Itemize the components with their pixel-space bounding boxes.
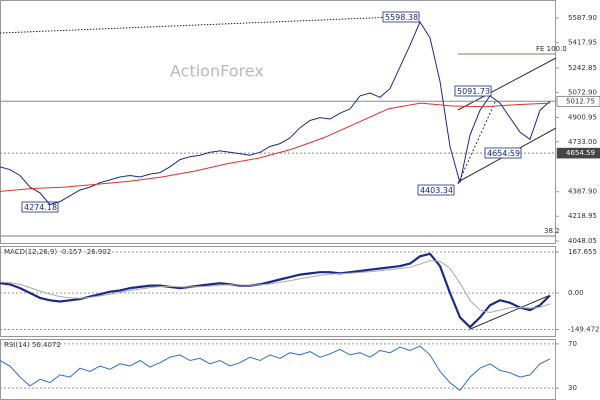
annotation: 4274.18 [24, 203, 57, 212]
y-tick-label: 4900.95 [568, 113, 597, 121]
annotation: 4403.34 [420, 186, 453, 195]
watermark: ActionForex [170, 62, 264, 81]
price-label: 4654.59 [566, 149, 595, 157]
y-tick-label: 5587.90 [568, 14, 597, 22]
annotation-box [454, 85, 492, 97]
y-tick-label: -149.472 [568, 326, 599, 334]
y-tick-label: 5242.85 [568, 64, 597, 72]
y-tick-label: 70 [568, 340, 577, 348]
y-tick-label: 4048.05 [568, 237, 597, 245]
annotation: 5091.73 [457, 87, 490, 96]
price-box [556, 147, 600, 159]
price-box [556, 95, 600, 107]
annotation: FE 100.0 [536, 45, 567, 53]
annotation-box [417, 184, 455, 196]
annotation: 38.2 [544, 227, 560, 235]
macd-panel [0, 246, 556, 337]
channel-line [457, 57, 557, 111]
y-tick-label: 30 [568, 384, 577, 392]
y-tick-label: 4218.95 [568, 212, 597, 220]
annotation: 4654.59 [487, 149, 520, 158]
series-line [0, 252, 551, 329]
series-line [0, 260, 551, 314]
price-label: 5012.75 [566, 97, 595, 105]
y-tick-label: 0.00 [568, 289, 584, 297]
series-line [0, 20, 551, 206]
y-tick-label: 167.655 [568, 248, 597, 256]
y-tick-label: 4733.00 [568, 138, 597, 146]
main-panel [0, 0, 556, 244]
annotation: 5598.38 [385, 13, 418, 22]
annotation-box [382, 11, 420, 23]
fib-leg [457, 99, 497, 185]
y-tick-label: 5072.90 [568, 89, 597, 97]
y-tick-label: 5417.95 [568, 39, 597, 47]
panel-title: RSI(14) 56.4072 [4, 341, 61, 349]
y-tick-label: 4387.90 [568, 188, 597, 196]
annotation-box [21, 201, 59, 213]
trend-line [0, 15, 421, 34]
macd-trend [467, 295, 549, 331]
series-line [0, 102, 551, 192]
series-line [0, 345, 551, 392]
